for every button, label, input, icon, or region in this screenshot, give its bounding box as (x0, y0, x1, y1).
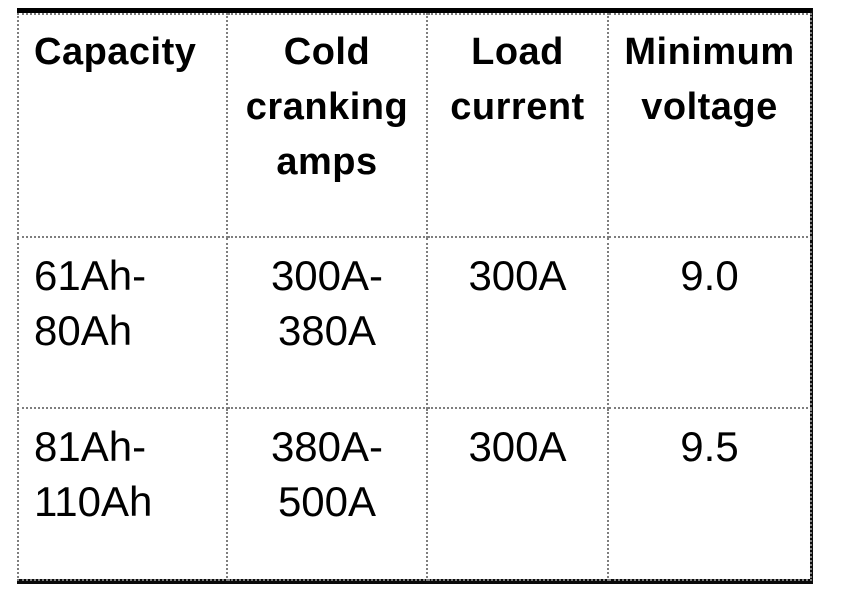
cell-load-current-row2: 300A (426, 407, 609, 581)
cell-load-current-row1: 300A (426, 236, 609, 409)
table-row: 81Ah- 110Ah 380A- 500A 300A 9.5 (17, 407, 812, 581)
cell-capacity-81-110: 81Ah- 110Ah (17, 407, 228, 581)
header-cell-minimum-voltage: Minimum voltage (607, 13, 812, 238)
header-row: Capacity Cold cranking amps Load current… (17, 13, 812, 238)
header-cell-load-current: Load current (426, 13, 609, 238)
battery-load-test-table: Capacity Cold cranking amps Load current… (17, 13, 812, 581)
cell-min-voltage-row1: 9.0 (607, 236, 812, 409)
table-frame: Capacity Cold cranking amps Load current… (17, 8, 813, 584)
table-row: 61Ah- 80Ah 300A- 380A 300A 9.0 (17, 236, 812, 409)
header-cell-capacity: Capacity (17, 13, 228, 238)
cell-cca-300-380: 300A- 380A (226, 236, 428, 409)
cell-min-voltage-row2: 9.5 (607, 407, 812, 581)
cell-capacity-61-80: 61Ah- 80Ah (17, 236, 228, 409)
cell-cca-380-500: 380A- 500A (226, 407, 428, 581)
header-cell-cold-cranking-amps: Cold cranking amps (226, 13, 428, 238)
